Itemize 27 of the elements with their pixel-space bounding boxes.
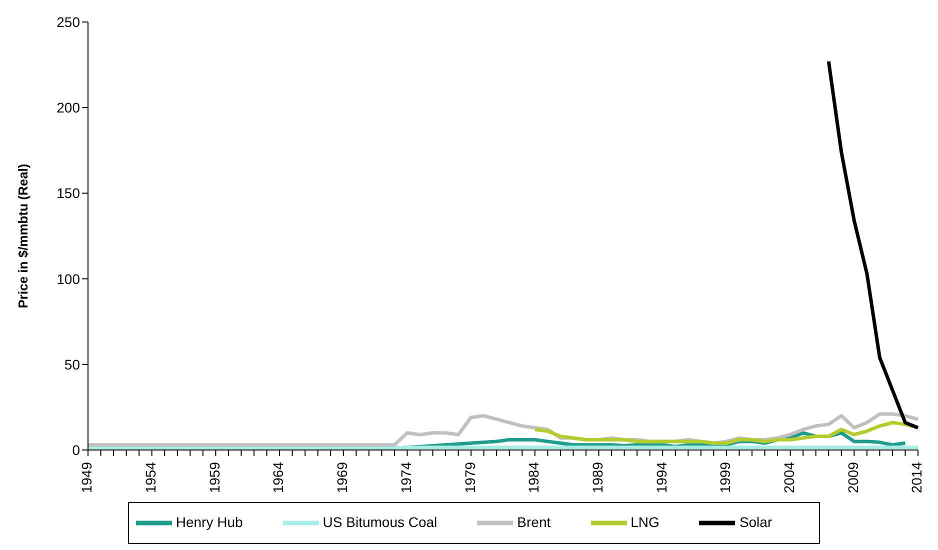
x-tick-label: 1989 [589, 462, 606, 494]
y-tick-label: 0 [72, 442, 80, 458]
y-tick-label: 100 [56, 270, 80, 287]
y-tick-label: 150 [56, 185, 80, 202]
x-tick-label: 1959 [206, 462, 222, 494]
legend-label: Solar [739, 514, 772, 530]
x-tick-label: 1949 [78, 462, 95, 494]
x-tick-label: 1954 [142, 462, 159, 494]
x-tick-label: 2004 [781, 462, 798, 494]
legend-label: Henry Hub [176, 514, 243, 530]
y-tick-label: 200 [56, 100, 80, 116]
x-tick-label: 2014 [908, 462, 925, 494]
line-series [826, 60, 920, 430]
y-axis-title: Price in $/mmbtu (Real) [16, 164, 31, 308]
x-tick-label: 1969 [334, 462, 350, 494]
x-tick-label: 2009 [844, 462, 861, 494]
legend-label: LNG [630, 514, 660, 530]
x-tick-label: 1974 [398, 462, 414, 494]
y-tick-label: 250 [56, 14, 80, 30]
x-tick-label: 1964 [270, 462, 286, 494]
y-tick-label: 50 [64, 356, 80, 372]
x-tick-label: 1984 [526, 462, 542, 494]
x-tick-label: 1994 [653, 462, 670, 494]
legend-label: Brent [517, 514, 551, 530]
x-tick-label: 1979 [462, 462, 478, 494]
legend-label: US Bitumous Coal [322, 514, 438, 530]
x-tick-label: 1999 [717, 462, 734, 494]
